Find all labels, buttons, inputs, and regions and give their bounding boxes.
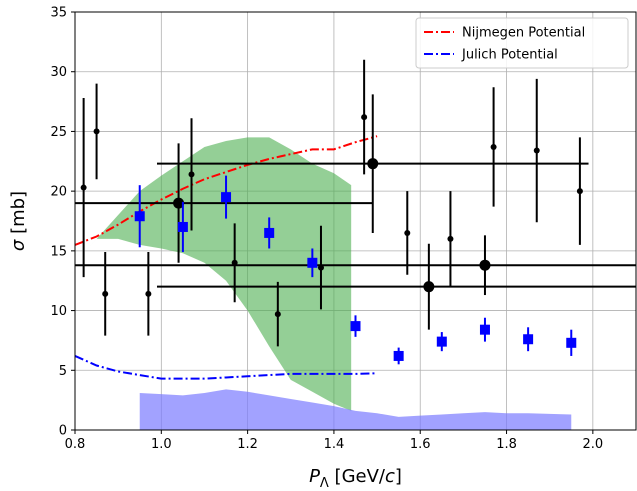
y-axis-label: σ [mb] [8,191,29,251]
legend: Nijmegen Potential Julich Potential [415,17,629,69]
data-big-point [423,281,435,293]
series-line-1 [74,355,378,380]
data-big-point [479,259,491,271]
series-line-0 [74,135,378,246]
data-small-point [274,311,281,318]
y-tick-label: 10 [50,304,67,319]
y-tick-label: 30 [50,65,67,80]
data-small-point [188,171,195,178]
data-blue-square [177,221,188,232]
data-small-point [404,229,411,236]
data-points [75,59,636,365]
data-big-point [367,158,379,170]
y-axis-symbol: σ [8,239,29,251]
x-axis-main: P [309,466,320,487]
data-small-point [490,143,497,150]
data-blue-square [479,324,490,335]
x-axis-label: PΛ [GeV/c] [309,466,402,491]
data-blue-square [566,337,577,348]
data-small-point [80,184,87,191]
legend-label-julich: Julich Potential [461,48,558,63]
data-small-point [102,290,109,297]
y-tick-label: 0 [59,424,67,439]
data-blue-square [221,192,232,203]
bands [75,137,572,430]
theory-lines [74,135,378,380]
x-tick-label: 1.6 [410,437,431,452]
x-axis-unit-post: ] [395,466,402,487]
green-band [75,137,352,411]
x-tick-label: 1.2 [237,437,258,452]
x-tick-label: 1.4 [324,437,345,452]
x-axis-unit-italic: c [385,466,395,487]
data-small-point [533,147,540,154]
legend-box [415,17,629,69]
data-blue-square [264,227,275,238]
x-tick-label: 1.8 [496,437,517,452]
x-tick-label: 0.8 [65,437,86,452]
legend-label-nijmegen: Nijmegen Potential [462,26,585,41]
x-tick-label: 1.0 [151,437,172,452]
data-small-point [447,235,454,242]
axes: 0.8 1.0 1.2 1.4 1.6 1.8 2.0 0 5 10 15 20 25 30 35 [50,6,603,453]
blue-band [139,389,572,430]
data-blue-square [523,334,534,345]
y-tick-label: 35 [50,6,67,21]
data-small-point [361,114,368,121]
data-small-point [576,188,583,195]
data-blue-square [393,350,404,361]
data-blue-square [134,211,145,222]
y-tick-label: 20 [50,185,67,200]
data-blue-square [436,336,447,347]
x-tick-label: 2.0 [583,437,604,452]
y-tick-label: 25 [50,125,67,140]
data-big-point [173,197,185,209]
data-small-point [93,128,100,135]
data-blue-square [307,257,318,268]
y-tick-label: 5 [59,364,67,379]
data-small-point [145,290,152,297]
x-axis-sub: Λ [320,476,329,491]
y-axis-unit: [mb] [8,191,29,240]
plot-frame [74,11,637,431]
data-blue-square [350,321,361,332]
y-tick-label: 15 [50,244,67,259]
x-axis-unit-pre: [GeV/ [329,466,386,487]
